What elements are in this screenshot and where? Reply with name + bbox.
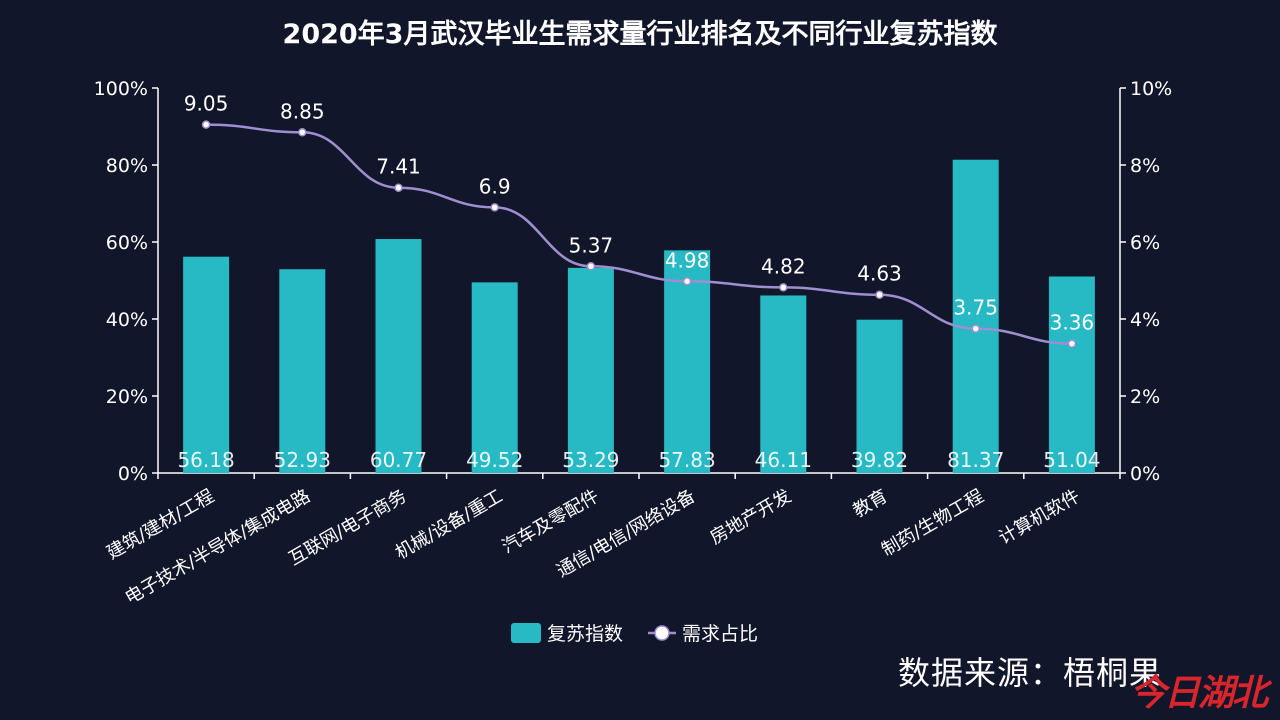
bar-value-label: 46.11 — [755, 448, 812, 472]
line-path — [206, 123, 1072, 345]
bar-value-label: 56.18 — [177, 448, 234, 472]
line-point — [298, 128, 307, 137]
legend[interactable]: 复苏指数 需求占比 — [511, 623, 758, 645]
bar-value-label: 60.77 — [370, 448, 427, 472]
line-point — [971, 324, 980, 333]
left-tick-label: 80% — [106, 155, 148, 177]
left-tick-label: 40% — [106, 309, 148, 331]
line-point — [682, 277, 692, 286]
category-label: 计算机软件 — [995, 486, 1083, 549]
right-tick-label: 4% — [1130, 309, 1160, 331]
line-value-label: 9.05 — [184, 92, 229, 116]
right-tick-label: 2% — [1130, 386, 1160, 408]
line-value-label: 4.82 — [761, 254, 806, 278]
line-value-label: 6.9 — [479, 174, 511, 198]
bar — [856, 319, 903, 473]
bar — [952, 159, 999, 473]
line-value-label: 8.85 — [280, 99, 325, 123]
line-point — [1067, 339, 1077, 348]
line-series: 9.05 8.85 7.41 6.9 5.37 4.98 4.82 4.63 3.75 3.36 — [184, 92, 1094, 348]
legend-label-line: 需求占比 — [682, 623, 758, 645]
bar — [279, 269, 326, 473]
bar — [183, 256, 230, 473]
line-point — [490, 203, 499, 212]
line-value-label: 4.98 — [665, 248, 710, 272]
right-tick-label: 6% — [1130, 232, 1160, 254]
bar-value-label: 51.04 — [1043, 448, 1100, 472]
data-source: 数据来源：梧桐果 — [897, 654, 1162, 692]
line-point — [201, 120, 211, 129]
bar-value-label: 52.93 — [274, 448, 331, 472]
right-tick-label: 0% — [1130, 463, 1160, 485]
bar — [760, 295, 807, 473]
bars: 56.18 52.93 60.77 49.52 53.29 57.83 46.11 39.82… — [177, 159, 1101, 473]
bar-value-label: 49.52 — [466, 448, 523, 472]
legend-swatch-point — [654, 625, 670, 641]
bar-value-label: 53.29 — [562, 448, 619, 472]
logo: 今日湖北 — [1129, 672, 1268, 714]
line-value-label: 5.37 — [569, 233, 614, 257]
bar — [664, 250, 711, 473]
legend-label-bar: 复苏指数 — [547, 623, 623, 645]
line-value-label: 4.63 — [857, 262, 902, 286]
category-label: 机械/设备/重工 — [392, 486, 507, 564]
right-tick-label: 10% — [1130, 78, 1172, 100]
bar — [375, 239, 422, 473]
category-label: 制药/生物工程 — [878, 486, 987, 561]
line-value-label: 7.41 — [376, 155, 421, 179]
left-tick-label: 20% — [106, 386, 148, 408]
bar-value-label: 39.82 — [851, 448, 908, 472]
line-point — [875, 290, 884, 299]
line-value-label: 3.75 — [953, 296, 998, 320]
line-point — [586, 262, 596, 271]
right-tick-label: 8% — [1130, 155, 1160, 177]
bar — [567, 267, 614, 473]
line-point — [394, 183, 403, 192]
category-label: 教育 — [850, 486, 892, 522]
category-label: 电子技术/半导体/集成电路 — [122, 486, 314, 609]
category-label: 房地产开发 — [707, 486, 795, 549]
left-tick-label: 60% — [106, 232, 148, 254]
axes: 0%20%40%60%80%100%0%2%4%6%8%10%建筑/建材/工程电… — [94, 78, 1173, 609]
line-point — [779, 283, 788, 292]
left-tick-label: 0% — [118, 463, 148, 485]
bar — [1048, 276, 1095, 473]
left-tick-label: 100% — [94, 78, 148, 100]
bar-value-label: 57.83 — [658, 448, 715, 472]
chart-title: 2020年3月武汉毕业生需求量行业排名及不同行业复苏指数 — [283, 18, 999, 50]
line-value-label: 3.36 — [1050, 311, 1095, 335]
bar-value-label: 81.37 — [947, 448, 1004, 472]
legend-swatch-bar — [511, 623, 541, 643]
bar — [471, 282, 518, 473]
